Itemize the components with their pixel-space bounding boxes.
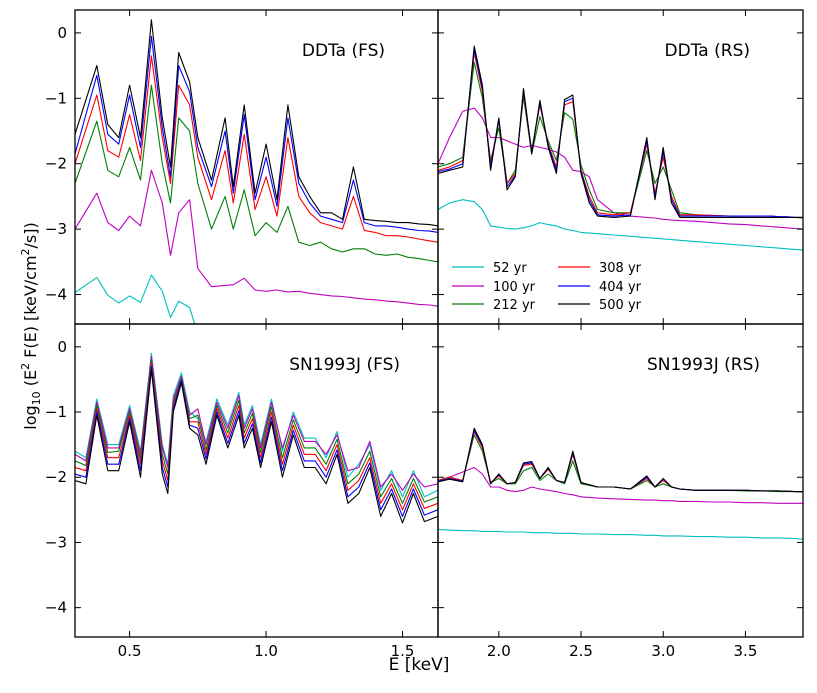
series-line-308-yr [438, 51, 803, 218]
legend-label-404yr: 404 yr [599, 280, 642, 295]
legend-label-308yr: 308 yr [599, 261, 642, 276]
series-line-404-yr [438, 429, 803, 493]
series-line-500-yr [75, 19, 438, 227]
x-tick-label: 1.0 [254, 642, 278, 660]
y-tick-label: −4 [45, 286, 67, 304]
series-line-212-yr [438, 434, 803, 493]
x-axis-label: E [keV] [389, 655, 450, 675]
series-line-308-yr [75, 362, 438, 511]
panel-title: DDTa (RS) [665, 41, 750, 61]
series-line-52-yr [438, 528, 803, 540]
series-line-500-yr [438, 427, 803, 493]
series-group [438, 427, 803, 540]
y-tick-label: −1 [45, 89, 67, 107]
series-line-212-yr [75, 84, 438, 263]
series-line-100-yr [438, 466, 803, 504]
panel-frame [437, 323, 804, 638]
y-tick-label: 0 [57, 338, 67, 356]
panel-title: SN1993J (RS) [647, 355, 760, 375]
y-tick-label: −4 [45, 599, 67, 617]
y-tick-label: −2 [45, 468, 67, 486]
panel-title: DDTa (FS) [302, 41, 385, 61]
x-tick-label: 2.0 [487, 642, 511, 660]
series-line-404-yr [75, 365, 438, 517]
series-line-52-yr [75, 274, 196, 324]
legend-label-500yr: 500 yr [599, 298, 642, 313]
panel-ddta-fs: DDTa (FS) −4 −3 −2 −1 0 [45, 9, 439, 325]
x-tick-label: 3.5 [734, 642, 758, 660]
series-group [75, 352, 438, 524]
series-group [75, 19, 438, 324]
legend: 52 yr 100 yr 212 yr 308 yr 404 yr 500 yr [452, 261, 642, 313]
series-line-500-yr [438, 45, 803, 218]
y-tick-label: −1 [45, 403, 67, 421]
x-tick-label: 0.5 [118, 642, 142, 660]
legend-label-212yr: 212 yr [493, 298, 536, 313]
y-tick-label: 0 [57, 24, 67, 42]
legend-label-52yr: 52 yr [493, 261, 527, 276]
x-tick-label: 3.0 [651, 642, 675, 660]
series-line-500-yr [75, 369, 438, 524]
series-line-212-yr [75, 359, 438, 504]
series-line-404-yr [438, 48, 803, 218]
y-axis-label: log10 (E2 F(E) [keV/cm2/s]) [19, 222, 43, 430]
panel-sn1993j-fs: SN1993J (FS) −4 −3 −2 −1 0 0.5 1.0 1.5 [45, 323, 439, 660]
series-line-100-yr [75, 169, 438, 307]
y-tick-label: −2 [45, 155, 67, 173]
panel-ddta-rs: DDTa (RS) [437, 9, 804, 325]
series-line-308-yr [75, 55, 438, 243]
series-line-52-yr [438, 199, 803, 251]
series-line-404-yr [75, 35, 438, 233]
x-tick-label: 2.5 [569, 642, 593, 660]
series-group [438, 45, 803, 251]
panel-title: SN1993J (FS) [289, 355, 400, 375]
panel-sn1993j-rs: SN1993J (RS) 2.0 2.5 3.0 3.5 [437, 323, 804, 660]
series-line-212-yr [438, 61, 803, 219]
panels: DDTa (FS) −4 −3 −2 −1 0 DDTa (RS) SN1993J (FS) −… [45, 9, 804, 660]
series-line-100-yr [438, 107, 803, 230]
y-tick-label: −3 [45, 533, 67, 551]
y-tick-label: −3 [45, 220, 67, 238]
x-tick-label: 1.5 [391, 642, 415, 660]
series-line-308-yr [438, 431, 803, 493]
legend-label-100yr: 100 yr [493, 280, 536, 295]
